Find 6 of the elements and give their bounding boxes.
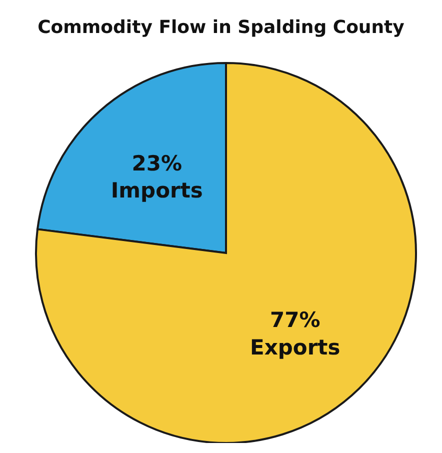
- slice-label: Imports: [110, 178, 203, 203]
- pie-slice: [35, 62, 417, 443]
- chart-title: Commodity Flow in Spalding County: [36, 16, 406, 40]
- data-label: 77%: [270, 308, 320, 332]
- slice-label: Exports: [250, 335, 340, 360]
- data-label: 23%: [132, 151, 182, 176]
